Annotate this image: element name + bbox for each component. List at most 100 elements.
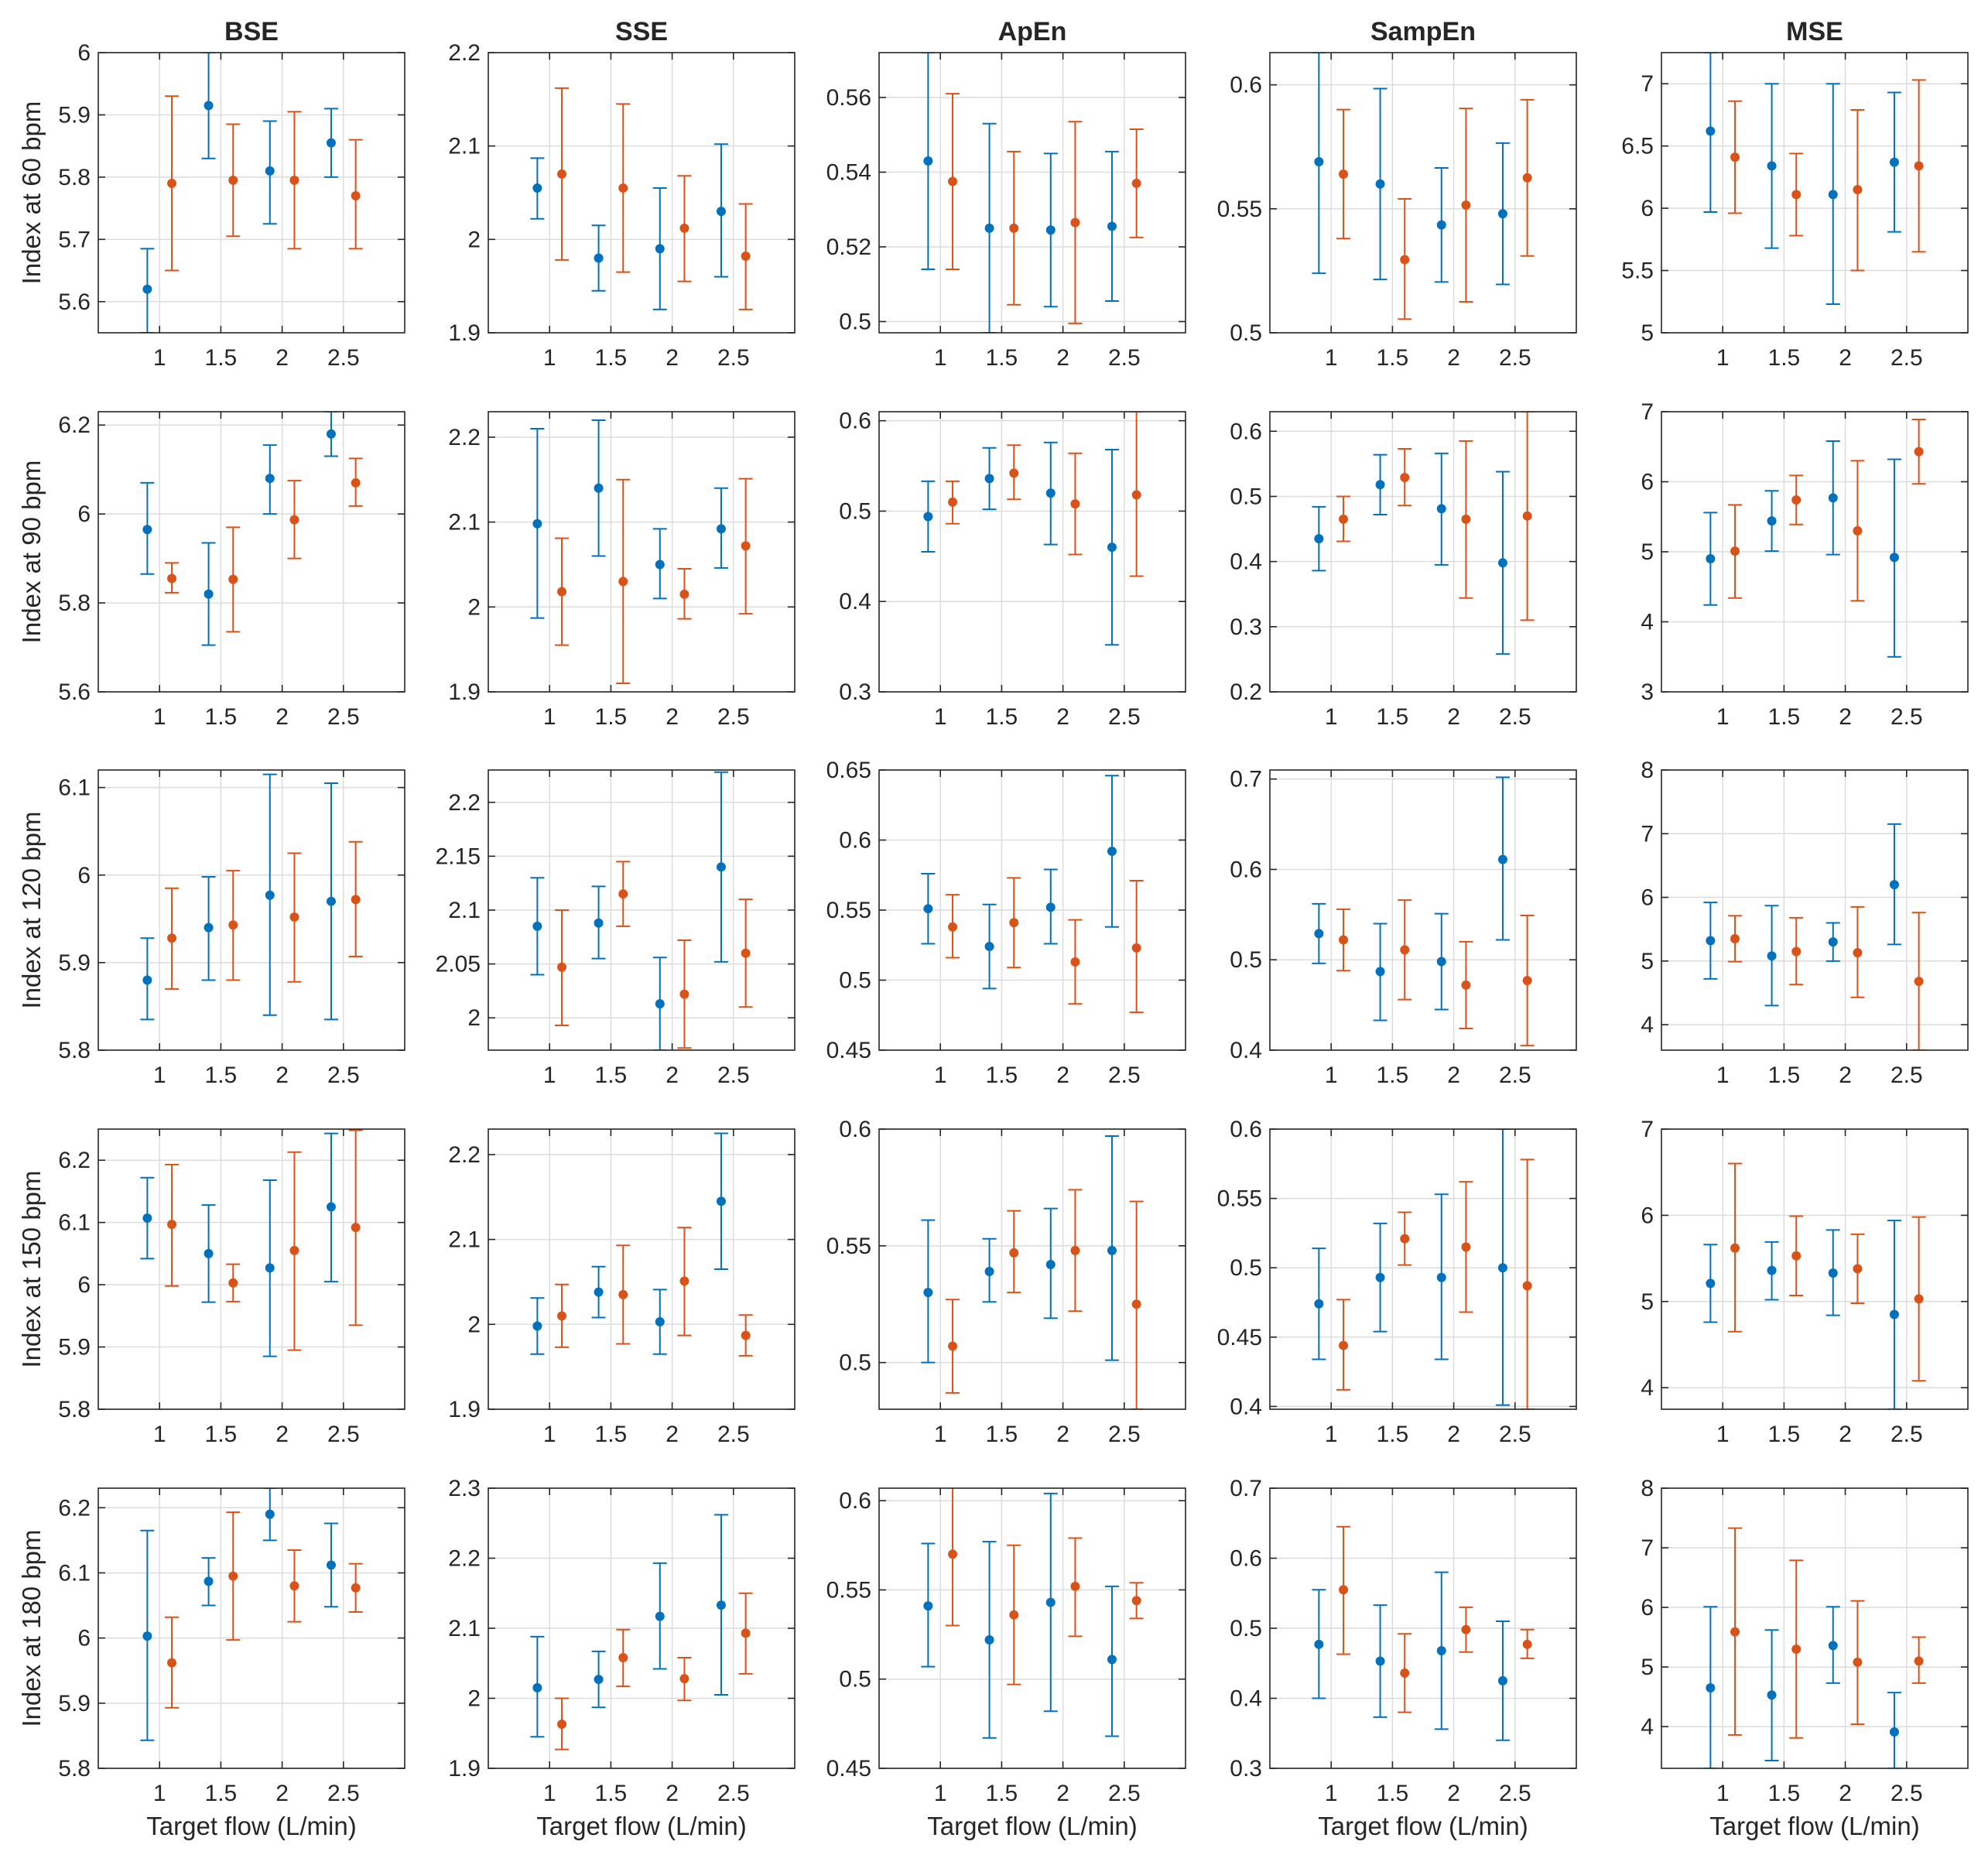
series-orange-point [618,577,628,587]
series-orange-point [228,1571,238,1581]
x-tick-label: 2 [275,1781,289,1806]
axes-box [878,52,1186,334]
y-tick-label: 2.1 [448,1227,481,1253]
series-blue-point [1045,902,1056,912]
series-orange-point [228,175,238,185]
series-blue-point [142,525,152,535]
subplot-r1-c4: 0.5 0.55 0.6 1 1.5 2 2.5 SampEn [1217,17,1577,371]
series-orange-point [1791,1644,1802,1654]
series-blue-point [1107,542,1117,553]
y-tick-label: 2 [467,1312,481,1337]
x-tick-label: 1 [934,1422,947,1447]
x-tick-label: 1 [934,704,947,730]
subplot-r1-c5: 5 5.5 6 6.5 7 1 1.5 2 2.5 MSE [1621,17,1969,371]
y-tick-label: 5.8 [58,590,91,616]
y-tick-label: 2.05 [436,952,481,977]
series-blue-point [1889,157,1899,167]
y-tick-label: 5.9 [58,950,91,976]
series-blue-point [1767,516,1777,526]
series-blue-point [984,223,994,233]
y-tick-label: 0.4 [1230,549,1262,575]
column-title: SSE [615,17,668,46]
y-tick-label: 2.1 [448,898,481,923]
series-blue-point [1045,1597,1056,1607]
subplot-r3-c2: 2 2.05 2.1 2.15 2.2 1 1.5 2 2.5 [436,769,796,1088]
y-tick-label: 0.5 [839,498,871,524]
series-blue-point [1375,967,1385,977]
x-tick-label: 2.5 [1890,1422,1923,1447]
data-layer [530,771,753,1050]
x-tick-label: 2 [1447,704,1460,730]
series-blue-point [1767,1265,1777,1275]
series-orange-point [1914,1656,1924,1666]
series-blue-point [1436,220,1446,230]
x-tick-label: 2.5 [1499,1063,1531,1088]
series-blue-point [1706,126,1716,136]
x-tick-label: 2.5 [1499,704,1531,730]
subplot-r4-c5: 4 5 6 7 1 1.5 2 2.5 [1641,1117,1969,1447]
x-tick-label: 2 [1839,345,1852,371]
series-orange-point [228,574,238,584]
x-tick-label: 2.5 [1108,345,1141,371]
axes-box [98,52,405,334]
y-tick-label: 6.2 [58,1495,91,1521]
series-blue-point [1045,488,1056,498]
x-tick-label: 2.5 [327,704,360,730]
x-tick-label: 2 [1056,1781,1069,1806]
series-blue-point [1107,846,1117,856]
x-tick-label: 1.5 [1768,1063,1801,1088]
series-blue-point [1314,1639,1324,1649]
y-tick-label: 5.8 [58,1397,91,1422]
x-axis-label: Target flow (L/min) [146,1812,356,1840]
data-layer [921,1488,1144,1739]
series-blue-point [716,1600,726,1610]
x-axis-label: Target flow (L/min) [536,1812,746,1840]
series-orange-point [679,1276,689,1286]
series-orange-point [1400,255,1410,265]
x-tick-label: 2.5 [717,345,750,371]
series-orange-point [1791,946,1802,957]
data-layer [1703,823,1926,1050]
series-orange-point [228,920,238,930]
series-orange-point [289,912,299,922]
y-tick-label: 6.5 [1621,134,1654,159]
y-tick-label: 0.6 [1230,419,1262,444]
data-layer [140,1488,363,1741]
x-tick-label: 1.5 [205,704,238,730]
axes-box [488,1128,796,1410]
series-orange-point [351,477,361,488]
axes-box [1661,1128,1969,1410]
y-tick-label: 6.2 [58,412,91,438]
series-orange-point [1853,948,1863,958]
series-blue-point [1828,1641,1838,1651]
series-orange-point [1070,499,1080,509]
y-tick-label: 5.9 [58,1335,91,1360]
series-blue-point [142,284,152,294]
series-blue-point [1828,190,1838,200]
data-layer [140,773,363,1021]
x-tick-label: 2.5 [1890,345,1923,371]
series-orange-point [679,589,689,599]
series-orange-point [167,1220,177,1230]
series-blue-point [1497,854,1507,864]
series-blue-point [1497,1675,1507,1686]
series-orange-point [1522,1281,1532,1291]
y-tick-label: 2.1 [448,134,481,159]
series-blue-point [204,922,214,933]
x-tick-label: 2.5 [1108,1781,1141,1806]
series-blue-point [265,1509,275,1519]
y-tick-label: 0.3 [1230,614,1262,640]
series-orange-point [557,169,567,179]
y-tick-label: 5.9 [58,1691,91,1716]
series-blue-point [1107,221,1117,231]
y-tick-label: 0.3 [1230,1756,1262,1781]
row-label: Index at 60 bpm [17,101,46,285]
x-tick-label: 2 [275,704,289,730]
x-tick-label: 1.5 [205,1422,238,1447]
series-blue-point [326,1560,336,1570]
series-blue-point [655,999,665,1009]
series-blue-point [532,1682,542,1692]
series-orange-point [351,1583,361,1593]
series-blue-point [1314,1299,1324,1309]
series-orange-point [1853,1657,1863,1667]
